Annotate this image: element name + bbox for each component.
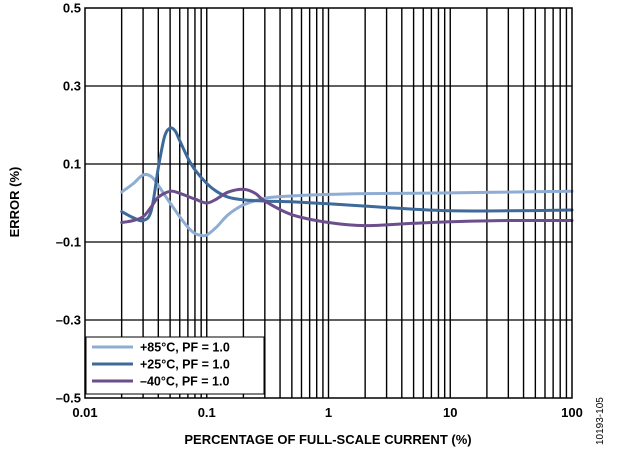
- y-tick-label: –0.1: [56, 235, 81, 250]
- y-tick-label: 0.3: [63, 79, 81, 94]
- y-tick-labels: 0.5 0.3 0.1 –0.1 –0.3 –0.5: [56, 1, 81, 406]
- x-tick-label: 0.01: [72, 405, 97, 420]
- x-tick-label: 10: [443, 405, 457, 420]
- series-layer: [120, 126, 574, 238]
- legend-label-85c: +85°C, PF = 1.0: [140, 341, 230, 355]
- y-tick-label: –0.3: [56, 313, 81, 328]
- plot-frame: [84, 7, 573, 399]
- legend-label-m40c: –40°C, PF = 1.0: [140, 375, 229, 389]
- y-axis-title: ERROR (%): [7, 167, 22, 238]
- legend-label-25c: +25°C, PF = 1.0: [140, 358, 230, 372]
- series-line-2: [120, 187, 574, 228]
- x-axis-title: PERCENTAGE OF FULL-SCALE CURRENT (%): [184, 432, 471, 447]
- x-tick-label: 0.1: [198, 405, 216, 420]
- y-tick-label: 0.1: [63, 157, 81, 172]
- x-tick-labels: 0.01 0.1 1 10 100: [72, 405, 583, 420]
- x-tick-label: 100: [561, 405, 583, 420]
- series-line-1: [120, 126, 574, 223]
- figure-id: 10193-105: [595, 397, 606, 445]
- legend: +85°C, PF = 1.0 +25°C, PF = 1.0 –40°C, P…: [85, 336, 265, 395]
- series-line-0: [120, 172, 574, 238]
- x-tick-label: 1: [325, 405, 332, 420]
- y-tick-label: 0.5: [63, 1, 81, 16]
- y-tick-label: –0.5: [56, 391, 81, 406]
